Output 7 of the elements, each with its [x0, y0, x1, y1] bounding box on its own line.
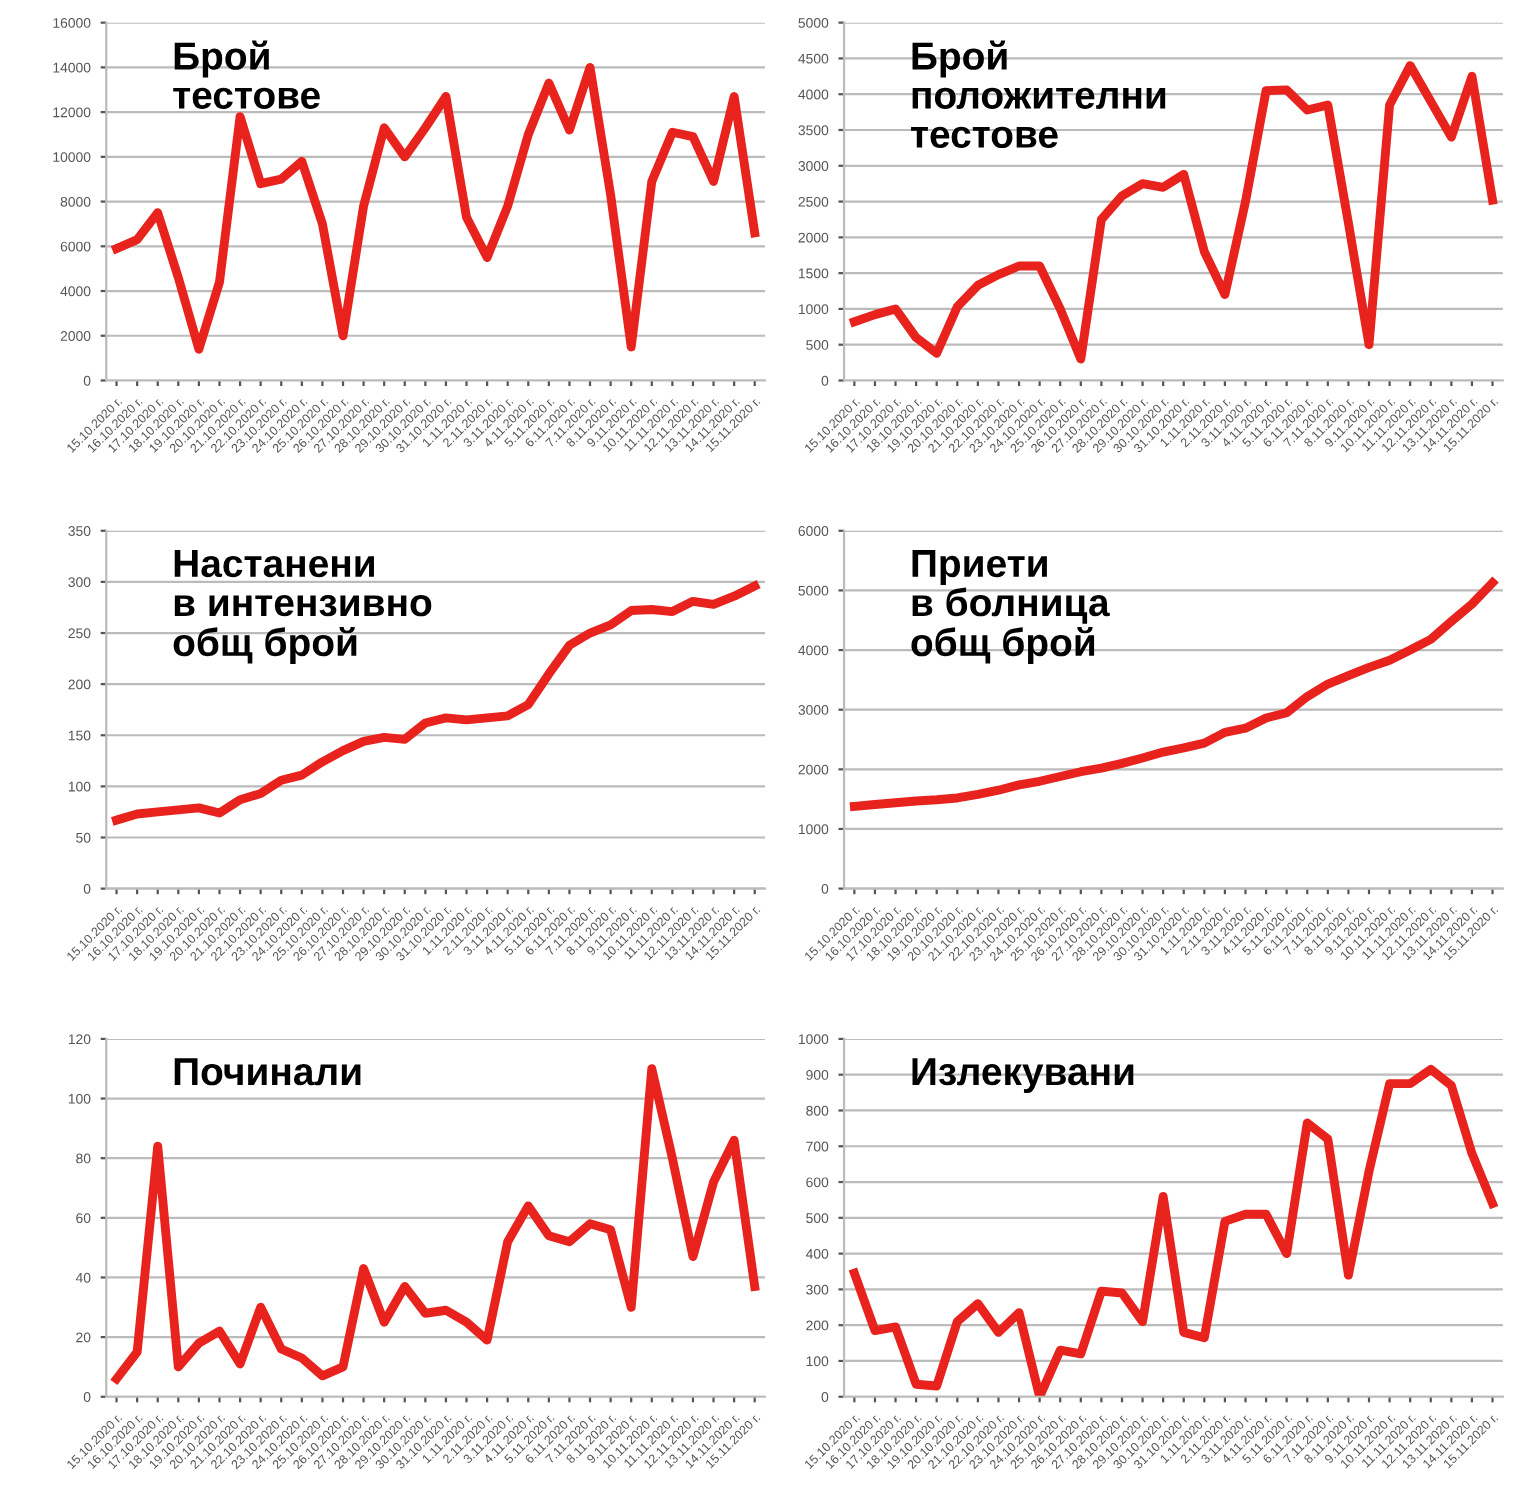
text: Приети в болница общ брой: [911, 550, 1110, 664]
chart-title: Починали: [174, 1058, 361, 1086]
text: Брой тестове: [173, 40, 320, 109]
text: Настанени в интензивно общ брой: [173, 550, 432, 664]
line-series: [112, 581, 760, 825]
chart-title: Излекувани: [912, 1058, 1134, 1094]
text: Брой положителни тестове: [911, 40, 1166, 149]
